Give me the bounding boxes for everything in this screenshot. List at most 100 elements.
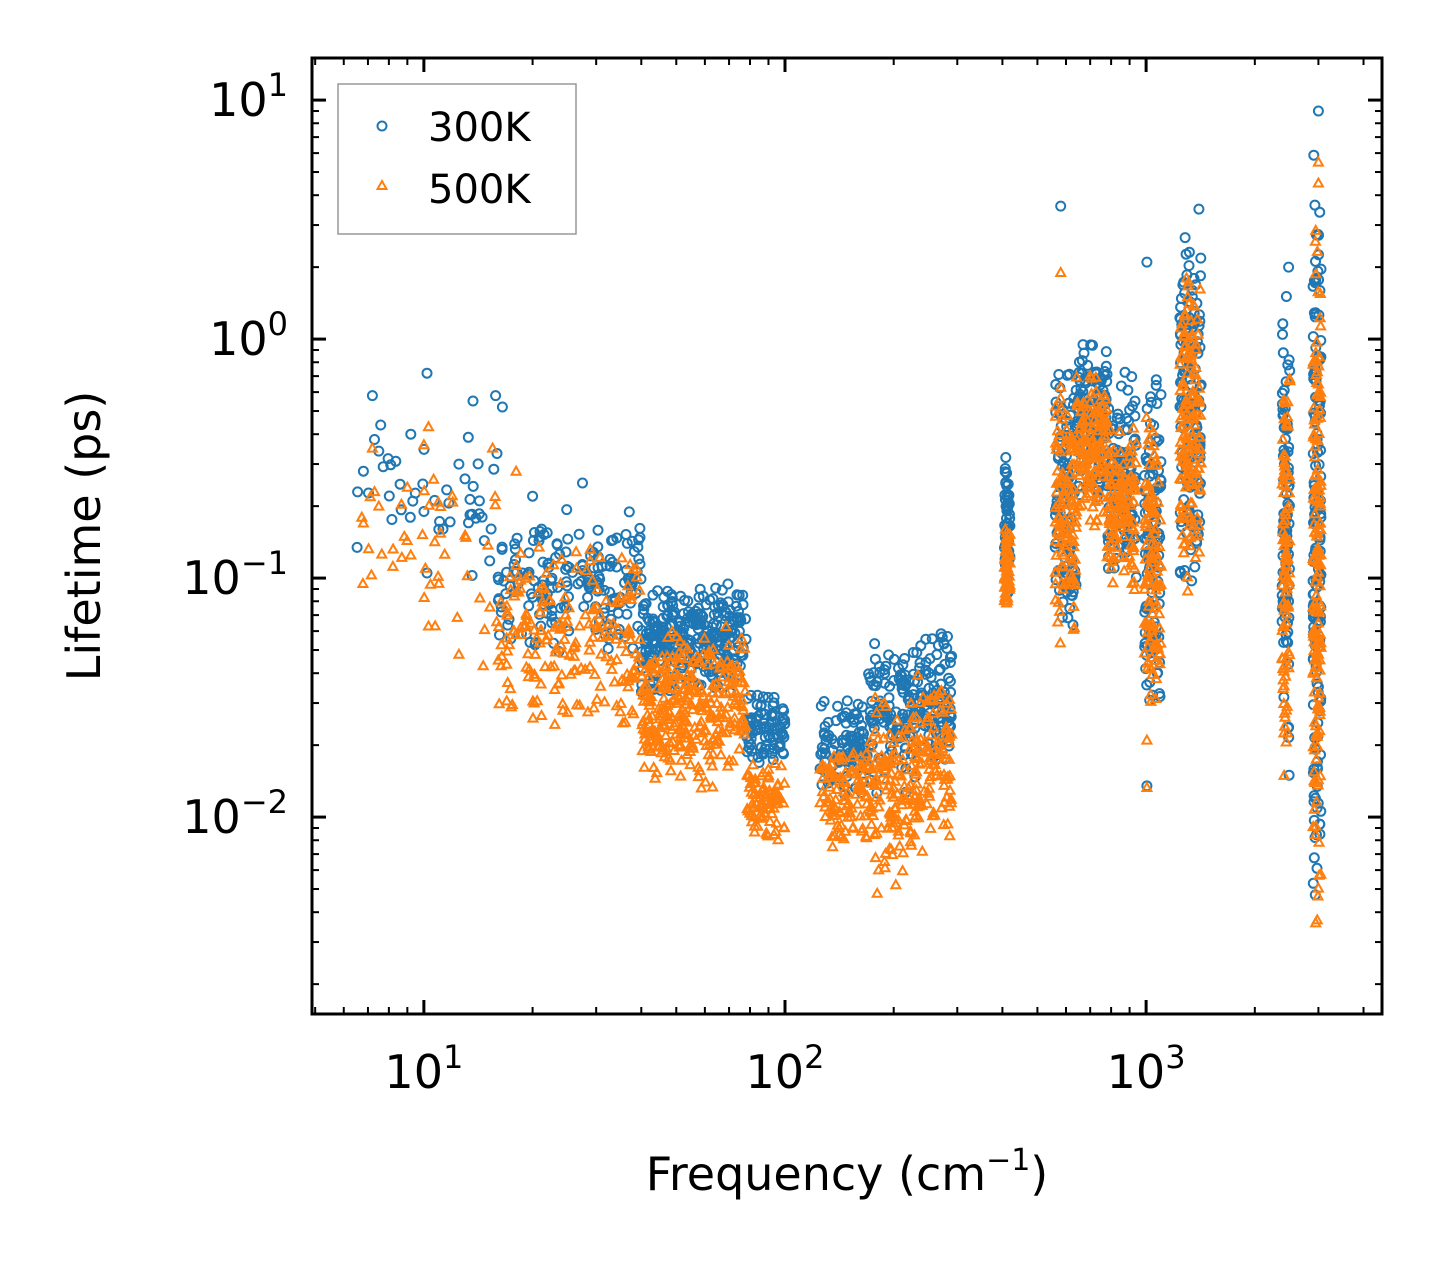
point-300K [829,738,841,750]
point-500K [648,771,662,783]
point-500K [1175,317,1189,329]
point-300K [632,541,644,553]
point-500K [651,727,664,739]
point-300K [708,609,720,621]
point-300K [366,390,378,402]
point-500K [825,829,839,841]
point-500K [871,761,884,773]
point-300K [657,612,669,624]
point-300K [897,708,909,720]
point-500K [676,708,689,720]
point-500K [836,750,850,762]
point-500K [942,731,955,743]
point-500K [1176,375,1190,387]
point-500K [1278,478,1291,490]
point-500K [680,747,694,759]
point-500K [864,799,877,811]
point-500K [733,742,746,754]
point-500K [673,738,686,750]
point-500K [1060,422,1073,434]
point-500K [368,485,381,497]
point-500K [837,832,850,844]
point-500K [681,642,694,654]
point-500K [1282,577,1295,589]
point-500K [611,622,625,634]
point-500K [1178,340,1191,352]
point-500K [628,671,641,683]
point-300K [1193,203,1205,215]
point-500K [635,669,649,681]
point-500K [1098,389,1111,401]
point-500K [1308,450,1322,462]
point-300K [1053,369,1065,380]
point-500K [556,703,570,715]
point-500K [684,758,697,770]
point-500K [1061,408,1074,420]
point-500K [1063,512,1076,524]
point-500K [1101,539,1114,551]
point-500K [404,548,418,560]
point-300K [385,459,397,471]
point-500K [362,542,375,554]
point-300K [1315,805,1327,817]
point-500K [1107,531,1120,543]
point-300K [733,589,745,601]
point-500K [476,659,490,671]
point-500K [771,833,785,845]
point-500K [1143,618,1157,630]
point-500K [563,648,576,660]
point-500K [558,632,571,644]
point-500K [893,839,906,851]
point-500K [1068,621,1081,633]
point-300K [541,527,553,539]
point-500K [909,733,923,745]
point-300K [692,602,704,614]
point-500K [869,725,882,737]
point-300K [386,514,398,525]
point-500K [878,752,892,764]
point-500K [1070,441,1083,453]
point-300K [352,486,364,498]
point-300K [852,698,864,710]
point-300K [1151,398,1163,409]
point-500K [659,729,672,741]
point-500K [548,620,562,632]
point-500K [705,711,718,723]
y-tick-label: 101 [209,66,288,127]
point-300K [879,677,891,689]
point-500K [615,551,629,563]
point-500K [568,640,581,652]
point-500K [428,535,441,547]
point-500K [594,647,608,659]
point-500K [1063,467,1076,479]
point-300K [377,461,389,473]
point-300K [1195,379,1207,391]
point-500K [1052,595,1065,607]
point-500K [1153,539,1166,551]
point-300K [573,528,585,540]
point-500K [1175,349,1188,361]
point-300K [472,458,484,470]
point-300K [467,395,479,407]
point-500K [520,608,533,620]
x-tick-label: 103 [1107,1038,1186,1099]
point-500K [452,647,466,659]
point-500K [936,705,950,717]
point-500K [754,811,768,823]
point-300K [722,596,734,608]
point-500K [695,781,708,793]
point-500K [656,650,669,662]
point-500K [1307,401,1320,413]
point-500K [1049,409,1062,421]
point-500K [648,726,662,738]
point-500K [912,811,925,823]
point-500K [931,734,945,746]
point-300K [527,490,539,502]
point-500K [899,812,913,824]
point-500K [861,789,874,801]
point-500K [1067,534,1080,546]
point-500K [910,765,923,777]
point-500K [1140,780,1154,792]
point-500K [1106,478,1119,490]
point-500K [1065,555,1079,567]
